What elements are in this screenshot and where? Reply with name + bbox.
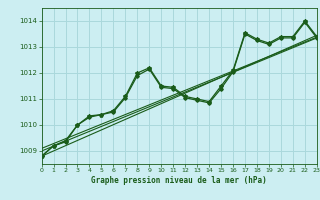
X-axis label: Graphe pression niveau de la mer (hPa): Graphe pression niveau de la mer (hPa) bbox=[91, 176, 267, 185]
